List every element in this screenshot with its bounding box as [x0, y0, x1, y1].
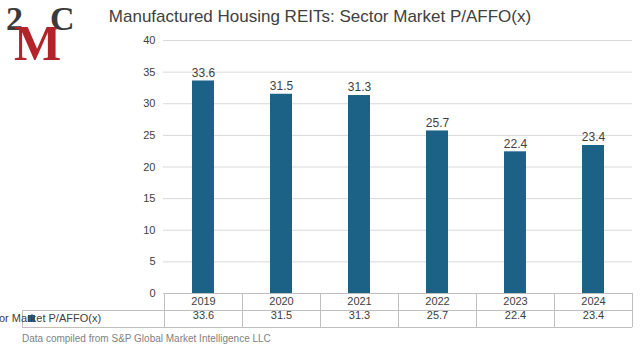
svg-text:33.6: 33.6 [192, 66, 216, 80]
svg-text:2019: 2019 [191, 295, 215, 307]
svg-text:25.7: 25.7 [427, 309, 448, 321]
svg-text:31.5: 31.5 [271, 309, 292, 321]
svg-text:Sector Market P/AFFO(x): Sector Market P/AFFO(x) [0, 312, 101, 324]
svg-text:5: 5 [149, 255, 155, 267]
html-text:Manufactured Housing REITs: Se: Manufactured Housing REITs: Sector Marke… [108, 7, 532, 26]
svg-text:35: 35 [143, 66, 155, 78]
svg-text:2024: 2024 [581, 295, 605, 307]
svg-text:10: 10 [143, 224, 155, 236]
svg-text:22.4: 22.4 [504, 137, 528, 151]
svg-text:23.4: 23.4 [583, 309, 604, 321]
svg-text:20: 20 [143, 161, 155, 173]
svg-text:30: 30 [143, 97, 155, 109]
svg-text:2021: 2021 [347, 295, 371, 307]
svg-text:31.5: 31.5 [270, 79, 294, 93]
svg-text:22.4: 22.4 [505, 309, 526, 321]
svg-text:0: 0 [149, 287, 155, 299]
svg-text:25: 25 [143, 129, 155, 141]
svg-text:25.7: 25.7 [426, 116, 450, 130]
svg-text:2022: 2022 [425, 295, 449, 307]
svg-text:23.4: 23.4 [582, 130, 606, 144]
svg-text:31.3: 31.3 [349, 309, 370, 321]
svg-text:2023: 2023 [503, 295, 527, 307]
html-text:Data compiled from S&P Global: Data compiled from S&P Global Market Int… [22, 333, 271, 344]
html-text:2: 2 [6, 0, 23, 37]
html-text:M: M [14, 15, 62, 71]
svg-text:31.3: 31.3 [348, 80, 372, 94]
html-text:C: C [50, 0, 75, 37]
svg-text:2020: 2020 [269, 295, 293, 307]
svg-text:40: 40 [143, 34, 155, 46]
svg-text:15: 15 [143, 192, 155, 204]
svg-text:33.6: 33.6 [193, 309, 214, 321]
